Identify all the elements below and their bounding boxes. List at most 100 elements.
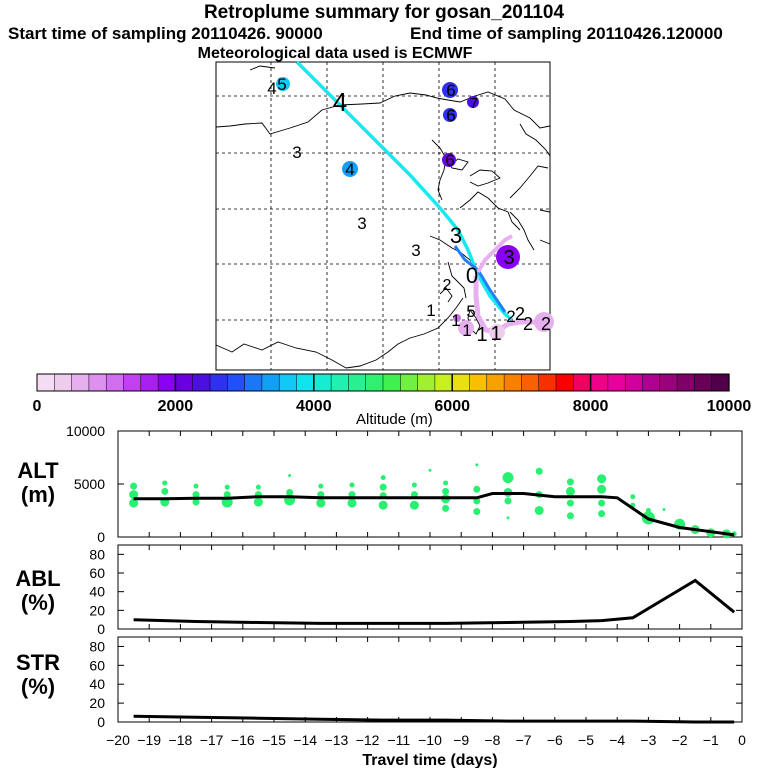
map-particle-clusters <box>276 77 554 340</box>
str-frame <box>117 636 743 723</box>
altitude-cluster-point <box>566 478 574 486</box>
altitude-cluster-point <box>502 472 514 484</box>
altitude-cluster-point <box>129 498 139 508</box>
map-day-label: 7 <box>470 95 478 112</box>
colorbar-swatch <box>503 373 523 392</box>
map-day-label: 6 <box>446 106 455 125</box>
altitude-cluster-point <box>597 484 607 494</box>
y-tick-label: 0 <box>97 621 105 637</box>
map-day-label: 5 <box>277 75 286 94</box>
colorbar-swatch <box>54 373 73 392</box>
colorbar-swatch <box>521 373 540 392</box>
colorbar-swatch <box>209 373 228 392</box>
altitude-cluster-point <box>193 483 199 489</box>
str-panel: 0 20 40 60 80 STR(%) <box>16 636 743 730</box>
x-tick-label: −17 <box>200 732 224 748</box>
colorbar-tick-label: 0 <box>33 398 42 415</box>
colorbar-swatch <box>659 373 678 392</box>
abl-unit-label: (%) <box>21 590 55 615</box>
altitude-cluster-point <box>630 494 636 500</box>
colorbar-swatch <box>486 373 505 392</box>
altitude-cluster-point <box>223 491 231 499</box>
altitude-cluster-point <box>443 480 449 486</box>
colorbar-swatch <box>348 373 367 392</box>
altitude-cluster-point <box>534 506 544 515</box>
map-day-label: 2 <box>541 314 551 334</box>
map-day-label: 3 <box>503 247 514 269</box>
map-day-label: 1 <box>426 301 435 320</box>
colorbar-swatch <box>434 373 453 392</box>
altitude-cluster-point <box>253 497 263 507</box>
colorbar-swatch <box>555 373 574 392</box>
colorbar-swatch <box>175 373 194 392</box>
map-day-label: 2 <box>523 314 533 334</box>
colorbar-swatch <box>694 373 713 392</box>
colorbar-frame <box>36 373 730 392</box>
y-tick-label: 0 <box>97 714 105 730</box>
x-tick-label: −16 <box>231 732 255 748</box>
colorbar-tick-label: 6000 <box>434 398 470 415</box>
altitude-cluster-point <box>130 482 138 490</box>
altitude-cluster-point <box>645 508 651 513</box>
map-day-label: 4 <box>345 160 354 179</box>
end-time-label: End time of sampling 20110426.120000 <box>410 24 723 43</box>
x-tick-label: −20 <box>106 732 130 748</box>
cluster-dot <box>276 77 290 91</box>
time-series-panels: 0500010000ALT(m)020406080ABL(%)020406080… <box>15 423 746 768</box>
cluster-dot <box>534 312 554 332</box>
altitude-cluster-point <box>411 482 417 488</box>
altitude-cluster-point <box>535 467 543 475</box>
colorbar-swatch <box>157 373 177 392</box>
map-day-label: 6 <box>446 81 455 100</box>
x-tick-label: −4 <box>609 732 625 748</box>
y-tick-label: 40 <box>89 584 105 600</box>
x-tick-label: −6 <box>547 732 563 748</box>
cluster-dot <box>442 82 458 98</box>
altitude-cluster-point <box>565 486 575 496</box>
colorbar-swatch <box>140 373 159 392</box>
x-tick-label: −14 <box>293 732 317 748</box>
map-day-label: 3 <box>411 241 420 260</box>
cluster-dot <box>442 153 456 167</box>
trajectory-line-cyan <box>295 60 514 322</box>
altitude-cluster-point <box>286 488 294 496</box>
colorbar-swatch <box>192 373 211 392</box>
map-day-label: 3 <box>357 214 366 233</box>
map-day-label: 1 <box>476 324 487 346</box>
str-label: STR <box>16 650 60 675</box>
chart-title: Retroplume summary for gosan_201104 <box>203 2 565 23</box>
altitude-cluster-point <box>566 512 574 520</box>
x-axis-label: Travel time (days) <box>362 752 497 768</box>
y-tick-label: 0 <box>97 529 105 545</box>
map-day-label: 2 <box>506 307 515 326</box>
altitude-cluster-point <box>428 468 432 472</box>
colorbar-swatch <box>88 373 107 392</box>
abl-frame <box>117 544 743 630</box>
altitude-cluster-point <box>380 475 386 481</box>
map-day-label: 4 <box>267 79 276 98</box>
altitude-cluster-point <box>379 483 387 491</box>
map-day-label: 3 <box>292 143 301 162</box>
abl-label: ABL <box>15 566 60 591</box>
cluster-dot <box>496 245 520 269</box>
altitude-cluster-point <box>288 474 292 478</box>
colorbar-swatch <box>538 373 557 392</box>
colorbar-swatch <box>382 373 401 392</box>
altitude-cluster-point <box>378 500 388 510</box>
x-tick-label: 0 <box>738 732 746 748</box>
altitude-cluster-point <box>598 499 606 507</box>
altitude-cluster-point <box>506 516 510 520</box>
altitude-cluster-point <box>129 490 139 500</box>
altitude-cluster-point <box>192 498 200 506</box>
cluster-dot <box>458 320 474 336</box>
altitude-colorbar: 0 2000 4000 6000 8000 10000 <box>33 373 751 415</box>
x-tick-label: −15 <box>262 732 286 748</box>
x-tick-label: −11 <box>387 732 410 748</box>
colorbar-swatch <box>71 373 90 392</box>
altitude-cluster-point <box>255 484 261 490</box>
x-tick-label: −8 <box>484 732 500 748</box>
colorbar-swatch <box>123 373 142 392</box>
colorbar-swatch <box>330 373 350 392</box>
